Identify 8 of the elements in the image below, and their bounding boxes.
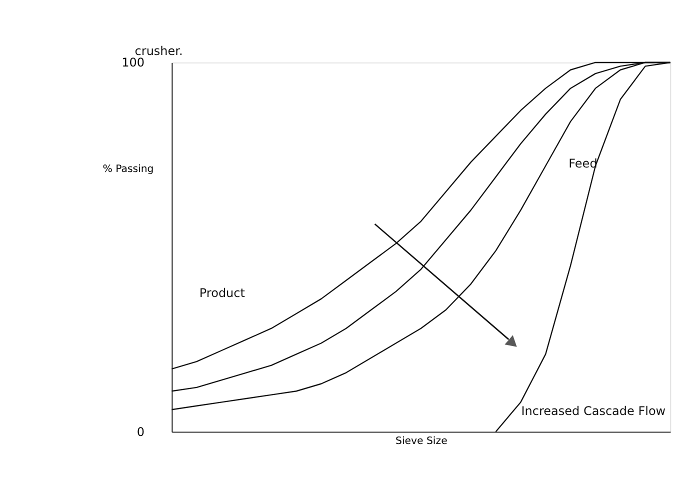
text: crusher. (134, 44, 183, 58)
y-tick-label: 100 (122, 56, 144, 70)
y-axis-title: % Passing (102, 164, 154, 175)
annotation: Product (199, 286, 246, 300)
y-tick-label: 0 (136, 424, 144, 439)
annotation: Feed (568, 156, 598, 171)
annotation: Increased Cascade Flow (521, 404, 666, 418)
x-axis-title: Sieve Size (396, 436, 448, 448)
